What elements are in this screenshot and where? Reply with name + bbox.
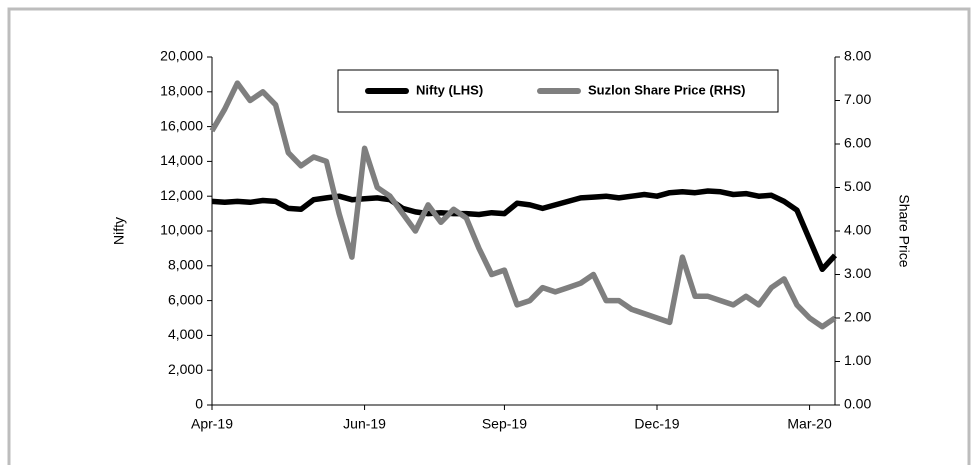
y-tick-label: 0 xyxy=(195,396,203,412)
y-tick-label: 20,000 xyxy=(160,48,203,64)
y2-tick-label: 4.00 xyxy=(844,222,871,238)
y2-tick-label: 1.00 xyxy=(844,352,871,368)
series-line xyxy=(209,80,837,330)
y2-tick-label: 3.00 xyxy=(844,265,871,281)
y2-tick-label: 2.00 xyxy=(844,309,871,325)
y2-tick-label: 7.00 xyxy=(844,91,871,107)
y-tick-label: 2,000 xyxy=(168,361,203,377)
y-axis-label: Nifty xyxy=(111,217,127,245)
frame xyxy=(7,7,971,465)
x-tick-label: Apr-19 xyxy=(191,416,233,432)
y-tick-label: 18,000 xyxy=(160,83,203,99)
y-tick-label: 8,000 xyxy=(168,257,203,273)
x-tick-label: Jun-19 xyxy=(343,416,386,432)
legend-label: Suzlon Share Price (RHS) xyxy=(588,82,745,97)
x-tick-label: Mar-20 xyxy=(787,416,832,432)
y2-tick-label: 8.00 xyxy=(844,48,871,64)
x-tick-label: Dec-19 xyxy=(634,416,679,432)
y2-tick-label: 5.00 xyxy=(844,178,871,194)
y2-tick-label: 6.00 xyxy=(844,135,871,151)
y2-axis-label: Share Price xyxy=(896,194,912,267)
y-tick-label: 14,000 xyxy=(160,152,203,168)
y-tick-label: 4,000 xyxy=(168,326,203,342)
y-tick-label: 10,000 xyxy=(160,222,203,238)
x-tick-label: Sep-19 xyxy=(482,416,527,432)
y-tick-label: 16,000 xyxy=(160,117,203,133)
series-line xyxy=(211,188,838,273)
y-tick-label: 12,000 xyxy=(160,187,203,203)
legend-label: Nifty (LHS) xyxy=(416,82,483,97)
y-tick-label: 6,000 xyxy=(168,291,203,307)
y2-tick-label: 0.00 xyxy=(844,396,871,412)
